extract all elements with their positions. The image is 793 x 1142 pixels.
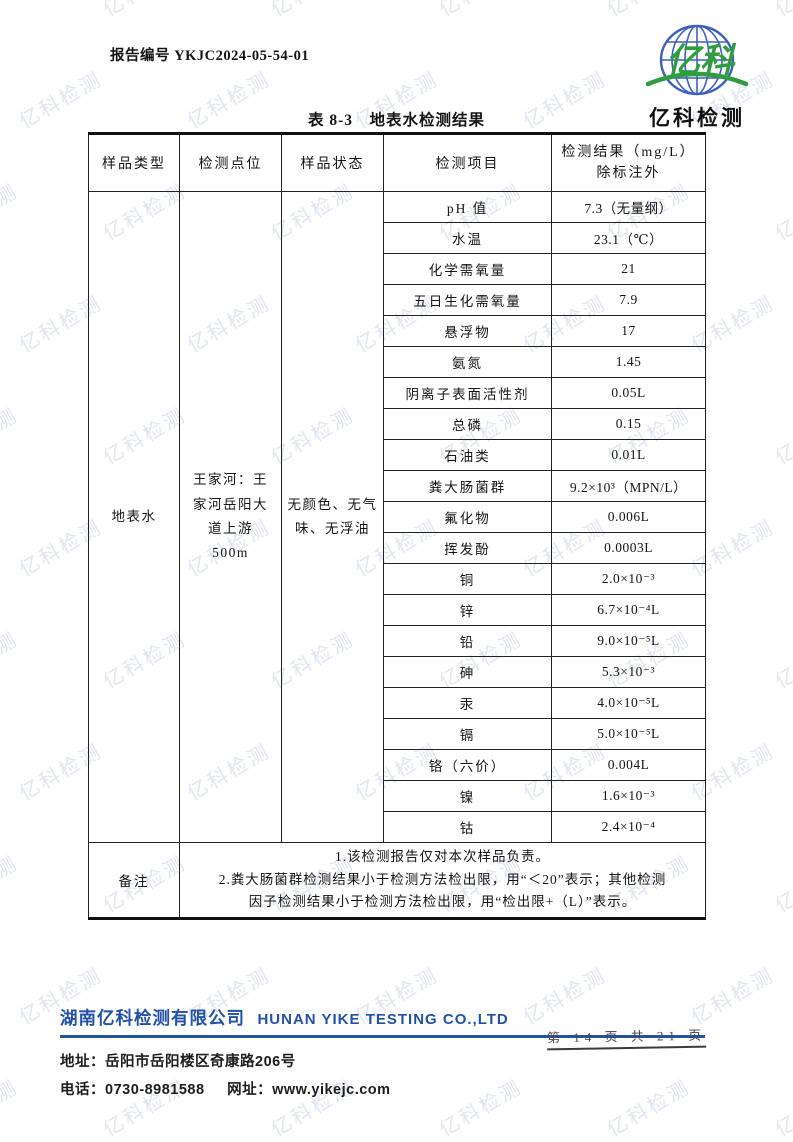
table-row: 镉 5.0×10⁻⁵L — [89, 718, 706, 750]
test-item-cell: 镉 — [383, 718, 552, 750]
test-result-cell: 17 — [551, 315, 706, 347]
test-result-cell: 9.2×10³（MPN/L） — [551, 470, 706, 502]
report-number: 报告编号 YKJC2024-05-54-01 — [110, 48, 310, 64]
test-result-cell: 0.05L — [551, 377, 706, 409]
company-address: 地址：岳阳市岳阳楼区奇康路206号 — [60, 1053, 296, 1070]
remark-line-2: 2.粪大肠菌群检测结果小于检测方法检出限，用“＜20”表示；其他检测 因子检测结… — [218, 871, 667, 910]
company-website: 网址：www.yikejc.com — [227, 1081, 391, 1098]
test-result-cell: 1.45 — [551, 346, 706, 378]
test-result-cell: 2.0×10⁻³ — [551, 563, 706, 595]
table-row: 锌 6.7×10⁻⁴L — [89, 594, 706, 626]
table-row: 粪大肠菌群 9.2×10³（MPN/L） — [89, 470, 706, 502]
test-result-cell: 0.0003L — [551, 532, 706, 564]
remark-line-1: 1.该检测报告仅对本次样品负责。 — [334, 848, 551, 864]
test-item-cell: 氨氮 — [383, 346, 552, 378]
table-row: 总磷 0.15 — [89, 408, 706, 440]
table-row: 汞 4.0×10⁻⁵L — [89, 687, 706, 719]
globe-script-text: 亿科 — [666, 42, 737, 80]
table-row: 五日生化需氧量 7.9 — [89, 284, 706, 316]
test-item-cell: 氟化物 — [383, 501, 552, 533]
table-row: 水温 23.1（℃） — [89, 222, 706, 254]
test-result-cell: 7.9 — [551, 284, 706, 316]
test-result-cell: 4.0×10⁻⁵L — [551, 687, 706, 719]
test-result-cell: 21 — [551, 253, 706, 285]
test-result-cell: 6.7×10⁻⁴L — [551, 594, 706, 626]
table-row: 挥发酚 0.0003L — [89, 532, 706, 564]
test-item-cell: 五日生化需氧量 — [383, 284, 552, 316]
test-item-cell: 阴离子表面活性剂 — [383, 377, 552, 409]
test-result-cell: 0.15 — [551, 408, 706, 440]
header-location: 检测点位 — [179, 133, 282, 192]
test-result-cell: 0.004L — [551, 749, 706, 781]
test-item-cell: 铬（六价） — [383, 749, 552, 781]
sample-state-cell: 无颜色、无气 味、无浮油 — [281, 191, 384, 843]
test-result-cell: 23.1（℃） — [551, 222, 706, 254]
test-item-cell: 镍 — [383, 780, 552, 812]
test-item-cell: 砷 — [383, 656, 552, 688]
test-item-cell: 石油类 — [383, 439, 552, 471]
test-item-cell: 铜 — [383, 563, 552, 595]
test-item-cell: 挥发酚 — [383, 532, 552, 564]
test-item-cell: pH 值 — [383, 191, 552, 223]
table-row: 氨氮 1.45 — [89, 346, 706, 378]
page-footer: 湖南亿科检测有限公司 HUNAN YIKE TESTING CO.,LTD 第 … — [60, 1005, 707, 1099]
test-result-cell: 2.4×10⁻⁴ — [551, 811, 706, 843]
company-name-en: HUNAN YIKE TESTING CO.,LTD — [257, 1011, 509, 1028]
brand-name: 亿科检测 — [649, 107, 745, 130]
test-item-cell: 总磷 — [383, 408, 552, 440]
table-row: 铅 9.0×10⁻⁵L — [89, 625, 706, 657]
header-state: 样品状态 — [281, 133, 384, 192]
test-item-cell: 悬浮物 — [383, 315, 552, 347]
table-row: 钴 2.4×10⁻⁴ — [89, 811, 706, 843]
header-sample-type: 样品类型 — [88, 133, 180, 192]
test-result-cell: 5.0×10⁻⁵L — [551, 718, 706, 750]
location-cell: 王家河：王 家河岳阳大 道上游 500m — [179, 191, 282, 843]
table-row: 化学需氧量 21 — [89, 253, 706, 285]
test-result-cell: 7.3（无量纲） — [551, 191, 706, 223]
table-row: 砷 5.3×10⁻³ — [89, 656, 706, 688]
header-item: 检测项目 — [383, 133, 552, 192]
company-contact: 电话：0730-8981588 网址：www.yikejc.com — [60, 1078, 706, 1099]
test-item-cell: 铅 — [383, 625, 552, 657]
remark-body-cell: 1.该检测报告仅对本次样品负责。 2.粪大肠菌群检测结果小于检测方法检出限，用“… — [179, 842, 706, 919]
footer-divider — [60, 1035, 705, 1038]
globe-logo-icon: 亿科 — [645, 24, 749, 96]
table-row: 镍 1.6×10⁻³ — [89, 780, 706, 812]
test-result-cell: 0.006L — [551, 501, 706, 533]
page-number-stamp: 第 14 页 共 21 页 — [546, 1024, 707, 1051]
header-result: 检测结果（mg/L） 除标注外 — [551, 133, 706, 192]
test-item-cell: 钴 — [383, 811, 552, 843]
table-header-row: 样品类型 检测点位 样品状态 检测项目 检测结果（mg/L） 除标注外 — [88, 133, 706, 192]
results-table: 样品类型 检测点位 样品状态 检测项目 检测结果（mg/L） 除标注外 地表水王… — [88, 132, 706, 920]
test-item-cell: 锌 — [383, 594, 552, 626]
company-name-cn: 湖南亿科检测有限公司 — [60, 1008, 245, 1028]
sample-type-cell: 地表水 — [88, 191, 180, 843]
test-result-cell: 0.01L — [551, 439, 706, 471]
remark-label-cell: 备注 — [88, 842, 180, 919]
remark-row: 备注 1.该检测报告仅对本次样品负责。 2.粪大肠菌群检测结果小于检测方法检出限… — [88, 842, 706, 919]
company-logo: 亿科 亿科检测 — [634, 22, 760, 132]
test-result-cell: 5.3×10⁻³ — [551, 656, 706, 688]
test-item-cell: 汞 — [383, 687, 552, 719]
test-result-cell: 9.0×10⁻⁵L — [551, 625, 706, 657]
test-item-cell: 粪大肠菌群 — [383, 470, 552, 502]
company-line: 湖南亿科检测有限公司 HUNAN YIKE TESTING CO.,LTD — [60, 1005, 706, 1030]
test-result-cell: 1.6×10⁻³ — [551, 780, 706, 812]
company-phone: 电话：0730-8981588 — [60, 1081, 205, 1098]
test-item-cell: 水温 — [383, 222, 552, 254]
test-item-cell: 化学需氧量 — [383, 253, 552, 285]
table-title: 表 8-3 地表水检测结果 — [307, 112, 486, 129]
